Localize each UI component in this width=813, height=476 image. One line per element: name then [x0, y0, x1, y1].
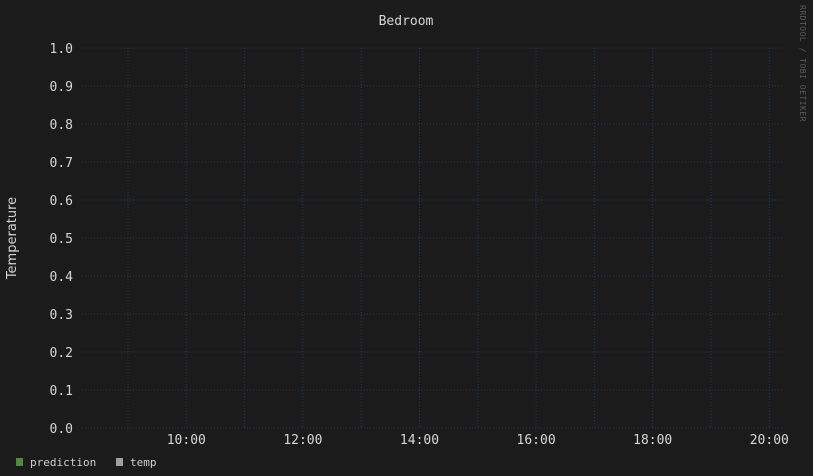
watermark: RRDTOOL / TOBI OETIKER [798, 5, 807, 122]
x-axis-ticks: 10:00 12:00 14:00 16:00 18:00 20:00 [167, 433, 789, 448]
y-tick-label: 0.4 [50, 270, 74, 285]
x-tick-label: 12:00 [283, 433, 322, 448]
legend-label: temp [130, 456, 157, 469]
y-tick-label: 0.0 [50, 422, 73, 437]
x-tick-label: 20:00 [750, 433, 789, 448]
chart-title: Bedroom [379, 14, 434, 29]
y-tick-label: 0.2 [50, 346, 73, 361]
y-tick-label: 0.3 [50, 308, 73, 323]
y-axis-label: Temperature [5, 197, 20, 280]
legend-swatch [116, 458, 123, 466]
x-tick-label: 10:00 [167, 433, 206, 448]
legend-swatch [16, 458, 23, 466]
y-tick-label: 0.7 [50, 156, 73, 171]
y-axis-ticks: 0.0 0.1 0.2 0.3 0.4 0.5 0.6 0.7 0.8 0.9 1.0 [50, 42, 74, 437]
y-tick-label: 0.1 [50, 384, 73, 399]
y-tick-label: 1.0 [50, 42, 73, 57]
legend: prediction temp [16, 456, 157, 469]
y-tick-label: 0.6 [50, 194, 73, 209]
y-tick-label: 0.9 [50, 80, 73, 95]
x-tick-label: 18:00 [633, 433, 672, 448]
y-tick-label: 0.8 [50, 118, 73, 133]
legend-label: prediction [30, 456, 96, 469]
y-tick-label: 0.5 [50, 232, 73, 247]
x-tick-label: 16:00 [517, 433, 556, 448]
grid [82, 47, 784, 429]
x-tick-label: 14:00 [400, 433, 439, 448]
